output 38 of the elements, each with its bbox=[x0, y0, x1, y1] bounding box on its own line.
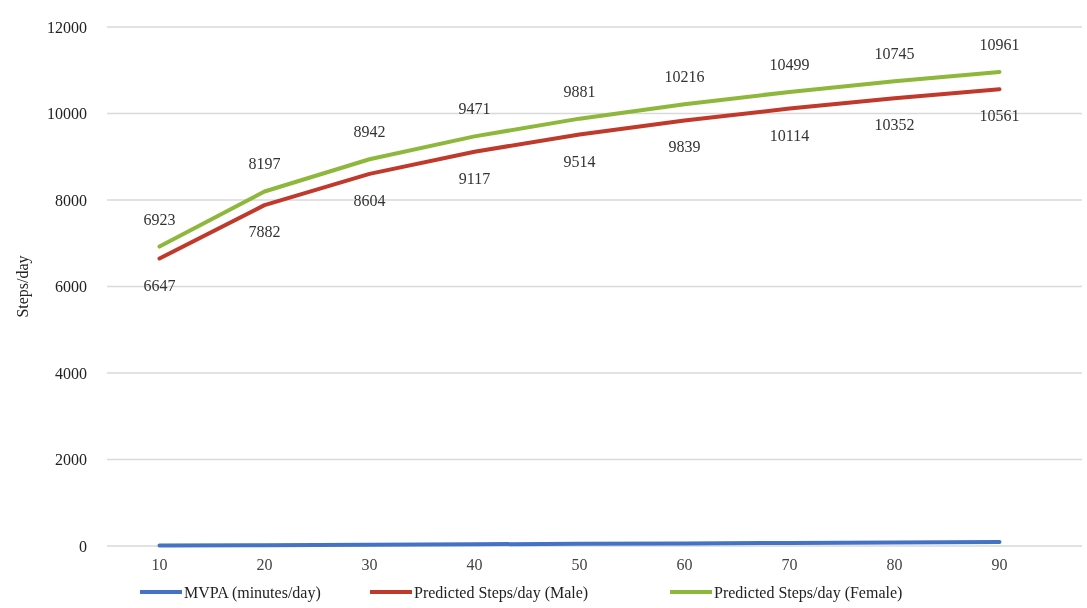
data-label: 8604 bbox=[353, 191, 386, 209]
x-tick-label: 40 bbox=[466, 556, 483, 573]
data-label: 8942 bbox=[353, 123, 386, 141]
x-tick-label: 10 bbox=[151, 556, 168, 573]
data-label: 9514 bbox=[563, 152, 596, 170]
data-label: 10961 bbox=[979, 35, 1020, 53]
legend-label: Predicted Steps/day (Female) bbox=[714, 583, 903, 602]
data-label: 10352 bbox=[874, 116, 915, 134]
x-tick-label: 50 bbox=[571, 556, 588, 573]
data-label: 10216 bbox=[664, 68, 705, 86]
data-label: 6923 bbox=[143, 210, 176, 228]
data-label: 10499 bbox=[769, 55, 810, 73]
y-tick-label: 12000 bbox=[47, 18, 87, 36]
data-label: 9117 bbox=[458, 169, 491, 187]
x-tick-label: 80 bbox=[886, 556, 903, 573]
x-tick-label: 90 bbox=[991, 556, 1008, 573]
y-tick-label: 10000 bbox=[47, 105, 87, 123]
data-label: 10561 bbox=[979, 107, 1020, 125]
data-label: 10745 bbox=[874, 45, 915, 63]
legend-label: Predicted Steps/day (Male) bbox=[414, 583, 589, 602]
data-label: 9471 bbox=[458, 100, 491, 118]
y-tick-label: 4000 bbox=[55, 364, 87, 382]
data-label: 9839 bbox=[668, 138, 701, 156]
data-label: 10114 bbox=[769, 126, 810, 144]
y-tick-label: 0 bbox=[79, 537, 87, 555]
x-tick-label: 60 bbox=[676, 556, 693, 573]
x-tick-label: 30 bbox=[361, 556, 378, 573]
x-tick-label: 70 bbox=[781, 556, 798, 573]
y-tick-label: 2000 bbox=[55, 451, 87, 469]
y-tick-label: 8000 bbox=[55, 191, 87, 209]
y-axis-title: Steps/day bbox=[14, 255, 32, 318]
data-label: 6647 bbox=[143, 276, 176, 294]
y-tick-label: 6000 bbox=[55, 278, 87, 296]
legend-label: MVPA (minutes/day) bbox=[184, 583, 321, 602]
data-label: 8197 bbox=[248, 155, 281, 173]
x-tick-label: 20 bbox=[256, 556, 273, 573]
data-label: 7882 bbox=[248, 223, 281, 241]
data-label: 9881 bbox=[563, 82, 596, 100]
